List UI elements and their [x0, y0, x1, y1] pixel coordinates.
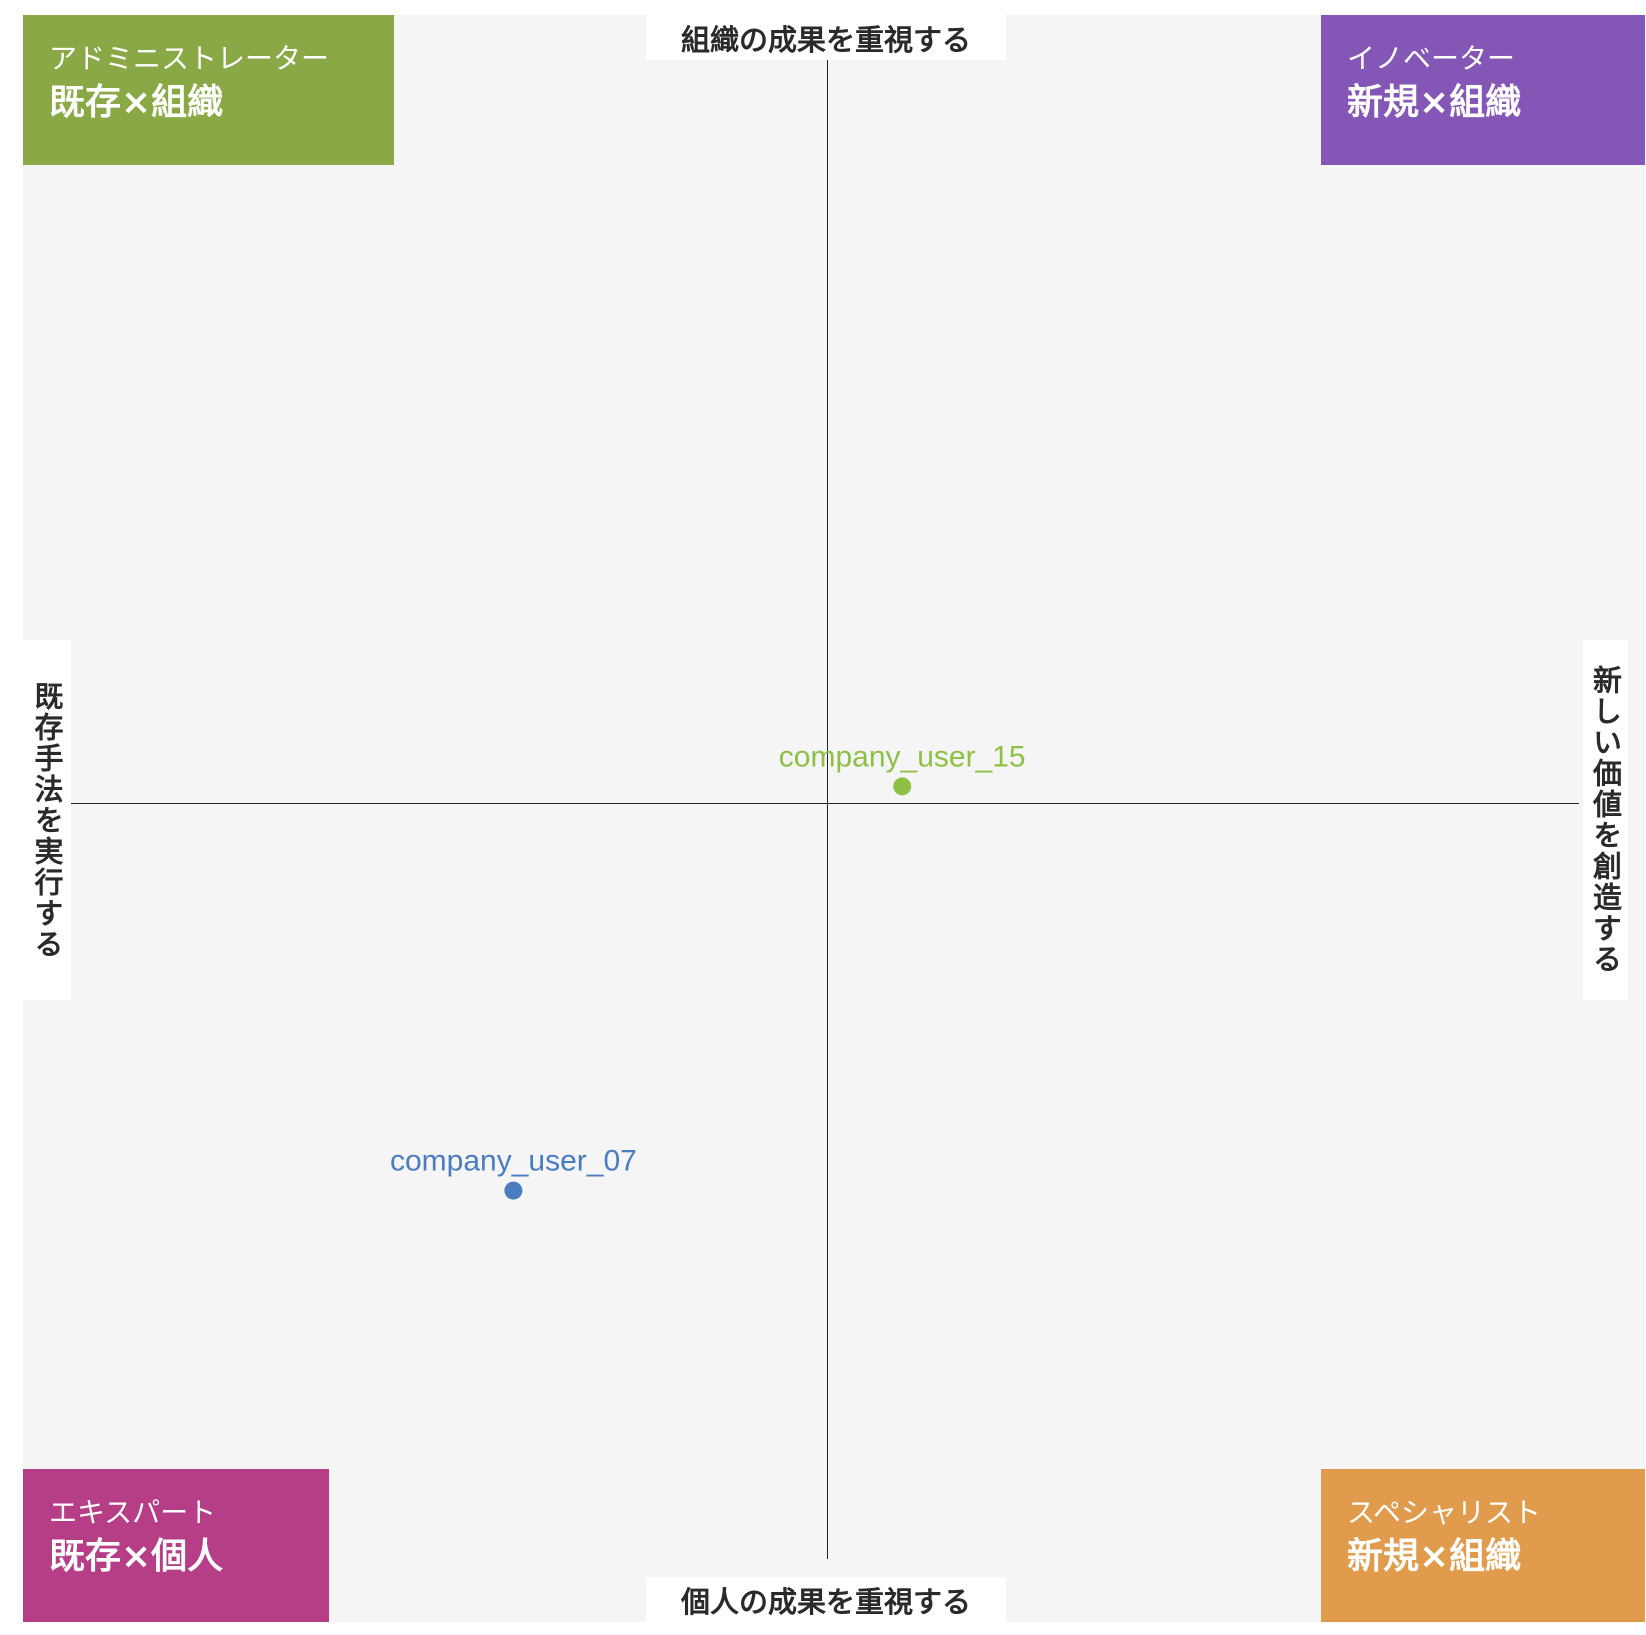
horizontal-axis-line	[43, 803, 1579, 804]
vertical-axis-line	[827, 43, 828, 1559]
quadrant-subtitle: スペシャリスト	[1347, 1496, 1542, 1529]
quadrant-title: 既存×組織	[49, 82, 224, 123]
quadrant-subtitle: イノベーター	[1347, 42, 1516, 75]
quadrant-box-expert: エキスパート 既存×個人	[23, 1469, 329, 1622]
quadrant-title: 新規×組織	[1347, 82, 1522, 123]
quadrant-title: 既存×個人	[49, 1536, 224, 1577]
quadrant-box-innovator: イノベーター 新規×組織	[1321, 15, 1645, 165]
axis-label-bottom: 個人の成果を重視する	[646, 1577, 1006, 1622]
quadrant-subtitle: エキスパート	[49, 1496, 217, 1529]
axis-label-top: 組織の成果を重視する	[646, 15, 1006, 60]
axis-label-left: 既存手法を実行する	[23, 640, 71, 1000]
quadrant-box-administrator: アドミニストレーター 既存×組織	[23, 15, 394, 165]
axis-label-right: 新しい価値を創造する	[1583, 640, 1628, 1000]
data-point-label: company_user_07	[390, 1145, 637, 1178]
quadrant-subtitle: アドミニストレーター	[49, 42, 330, 75]
data-point-company_user_15[interactable]	[893, 777, 912, 796]
data-point-label: company_user_15	[779, 740, 1026, 773]
plot-area	[23, 15, 1645, 1622]
quadrant-title: 新規×組織	[1347, 1536, 1522, 1577]
data-point-company_user_07[interactable]	[504, 1181, 523, 1200]
quadrant-box-specialist: スペシャリスト 新規×組織	[1321, 1469, 1645, 1622]
